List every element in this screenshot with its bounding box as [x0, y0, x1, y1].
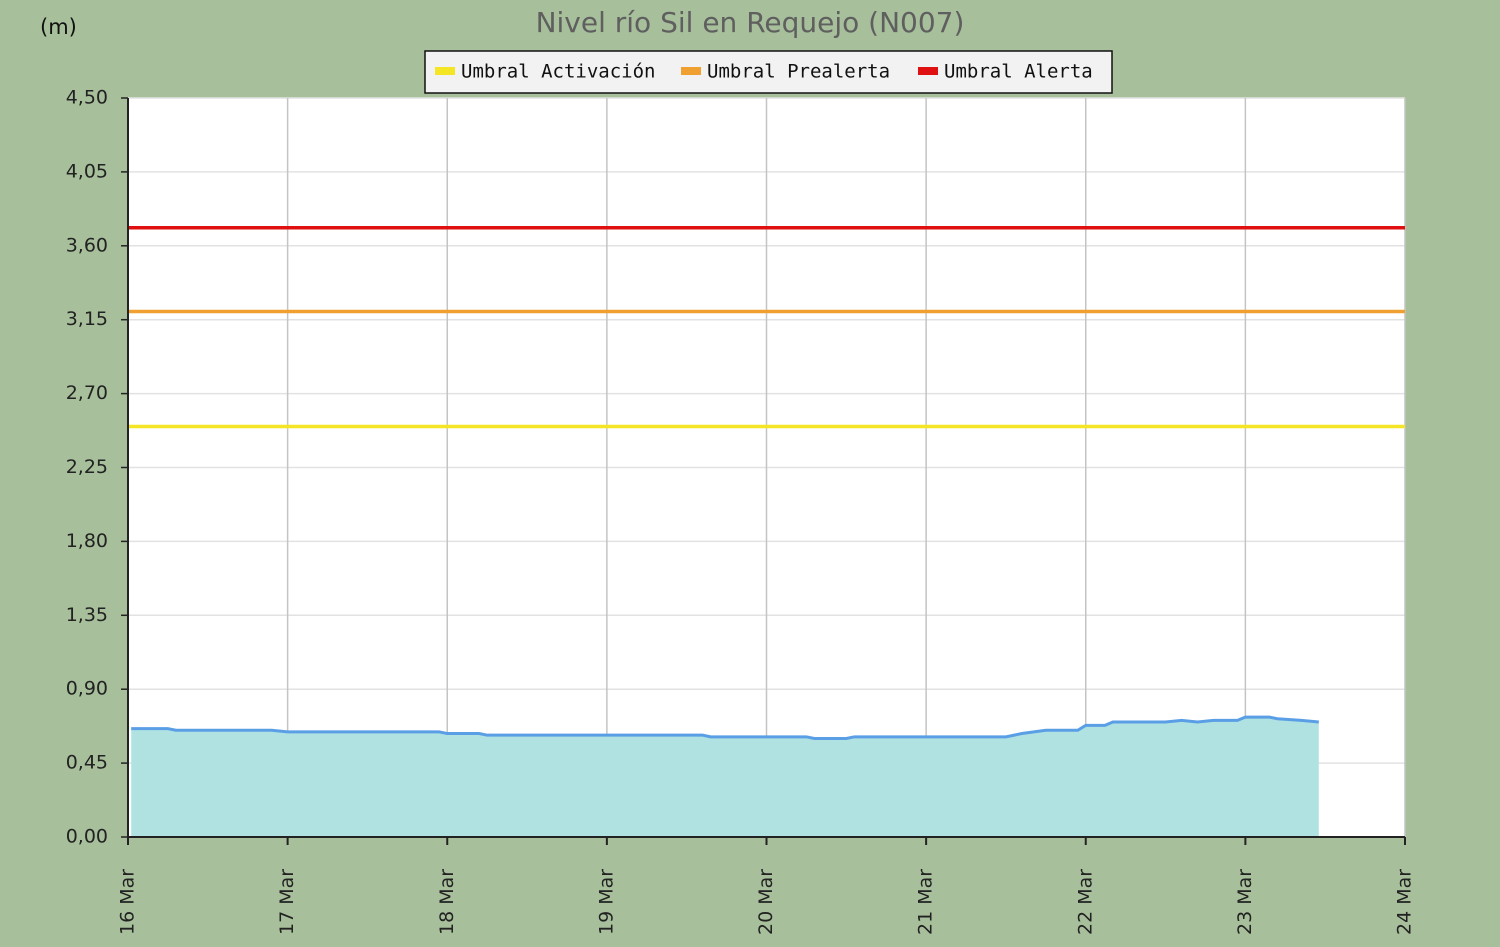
y-tick-label: 2,25 [66, 456, 108, 478]
line [131, 715, 1319, 740]
x-tick-label: 22 Mar [1074, 869, 1096, 935]
x-tick-label: 17 Mar [276, 869, 298, 935]
x-tick-label: 20 Mar [755, 869, 777, 935]
legend-label: Umbral Alerta [944, 61, 1093, 83]
y-tick-label: 4,05 [66, 160, 108, 182]
legend-label: Umbral Activación [461, 61, 655, 83]
y-tick-label: 0,00 [66, 826, 108, 848]
x-tick-label: 19 Mar [595, 869, 617, 935]
y-tick-label: 4,50 [66, 87, 108, 109]
legend-swatch [435, 67, 455, 75]
legend-label: Umbral Prealerta [707, 61, 890, 83]
x-tick-label: 23 Mar [1234, 869, 1256, 935]
x-tick-label: 18 Mar [436, 869, 458, 935]
x-tick-label: 16 Mar [117, 869, 139, 935]
legend-swatch [918, 67, 938, 75]
legend-swatch [681, 67, 701, 75]
y-unit: (m) [40, 15, 77, 39]
x-tick-label: 21 Mar [915, 869, 937, 935]
y-tick-label: 0,45 [66, 752, 108, 774]
area [131, 717, 1319, 837]
chart-title: Nivel río Sil en Requejo (N007) [536, 6, 965, 39]
x-tick-label: 24 Mar [1394, 869, 1416, 935]
y-tick-label: 2,70 [66, 382, 108, 404]
y-tick-label: 0,90 [66, 678, 108, 700]
y-tick-label: 1,35 [66, 604, 108, 626]
legend [424, 50, 1113, 94]
y-tick-label: 3,15 [66, 308, 108, 330]
y-tick-label: 3,60 [66, 234, 108, 256]
y-tick-label: 1,80 [66, 530, 108, 552]
